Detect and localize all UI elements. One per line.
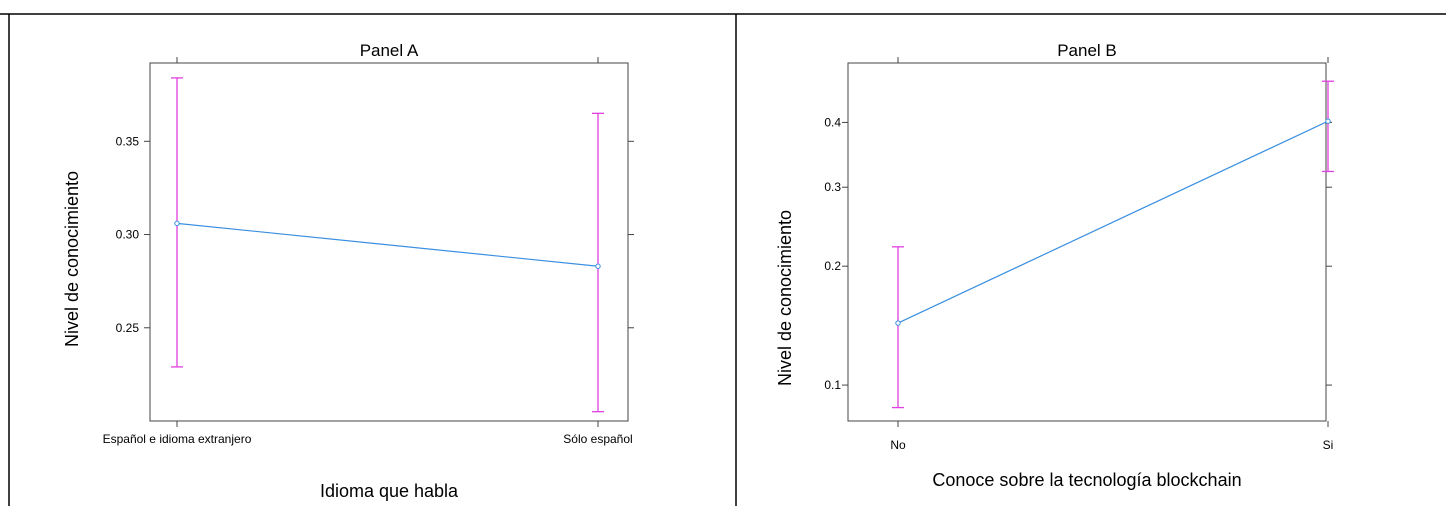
panel-a-y-tick-label-2: 0.35 [116,134,140,148]
panel-b-x-axis-title: Conoce sobre la tecnología blockchain [932,470,1241,490]
panel-b-point-1 [1325,118,1331,124]
panel-b-x-tick-label-1: Si [1323,438,1334,452]
panel-b-y-axis-title: Nivel de conocimiento [775,210,795,386]
panel-b-x-tick-label-0: No [890,438,906,452]
panel-a: Panel A Idioma que habla Nivel de conoci… [62,41,634,501]
panel-a-x-axis-title: Idioma que habla [320,481,459,501]
panel-a-y-tick-label-0: 0.25 [116,321,140,335]
panel-b-y-tick-label-0: 0.1 [824,378,841,392]
panel-b-y-tick-label-3: 0.4 [824,115,841,129]
panel-b-point-0 [895,320,901,326]
panel-a-title: Panel A [360,41,419,60]
panel-a-series-line [176,222,599,267]
panel-b-y-tick-label-1: 0.2 [824,259,841,273]
panel-b-plot-area [847,62,1327,422]
panel-a-y-axis-title: Nivel de conocimiento [62,171,82,347]
panel-a-x-tick-label-1: Sólo español [563,432,632,446]
panel-b-y-tick-label-2: 0.3 [824,180,841,194]
panel-b-title: Panel B [1057,41,1117,60]
panel-b: Panel B Conoce sobre la tecnología block… [775,41,1334,490]
panel-a-point-0 [174,220,180,227]
panel-a-x-tick-label-0: Español e idioma extranjero [103,432,252,446]
panel-b-series-line [897,120,1329,324]
panel-a-plot-area [149,62,629,422]
panel-a-point-1 [595,263,601,269]
panel-a-y-tick-label-1: 0.30 [116,228,140,242]
